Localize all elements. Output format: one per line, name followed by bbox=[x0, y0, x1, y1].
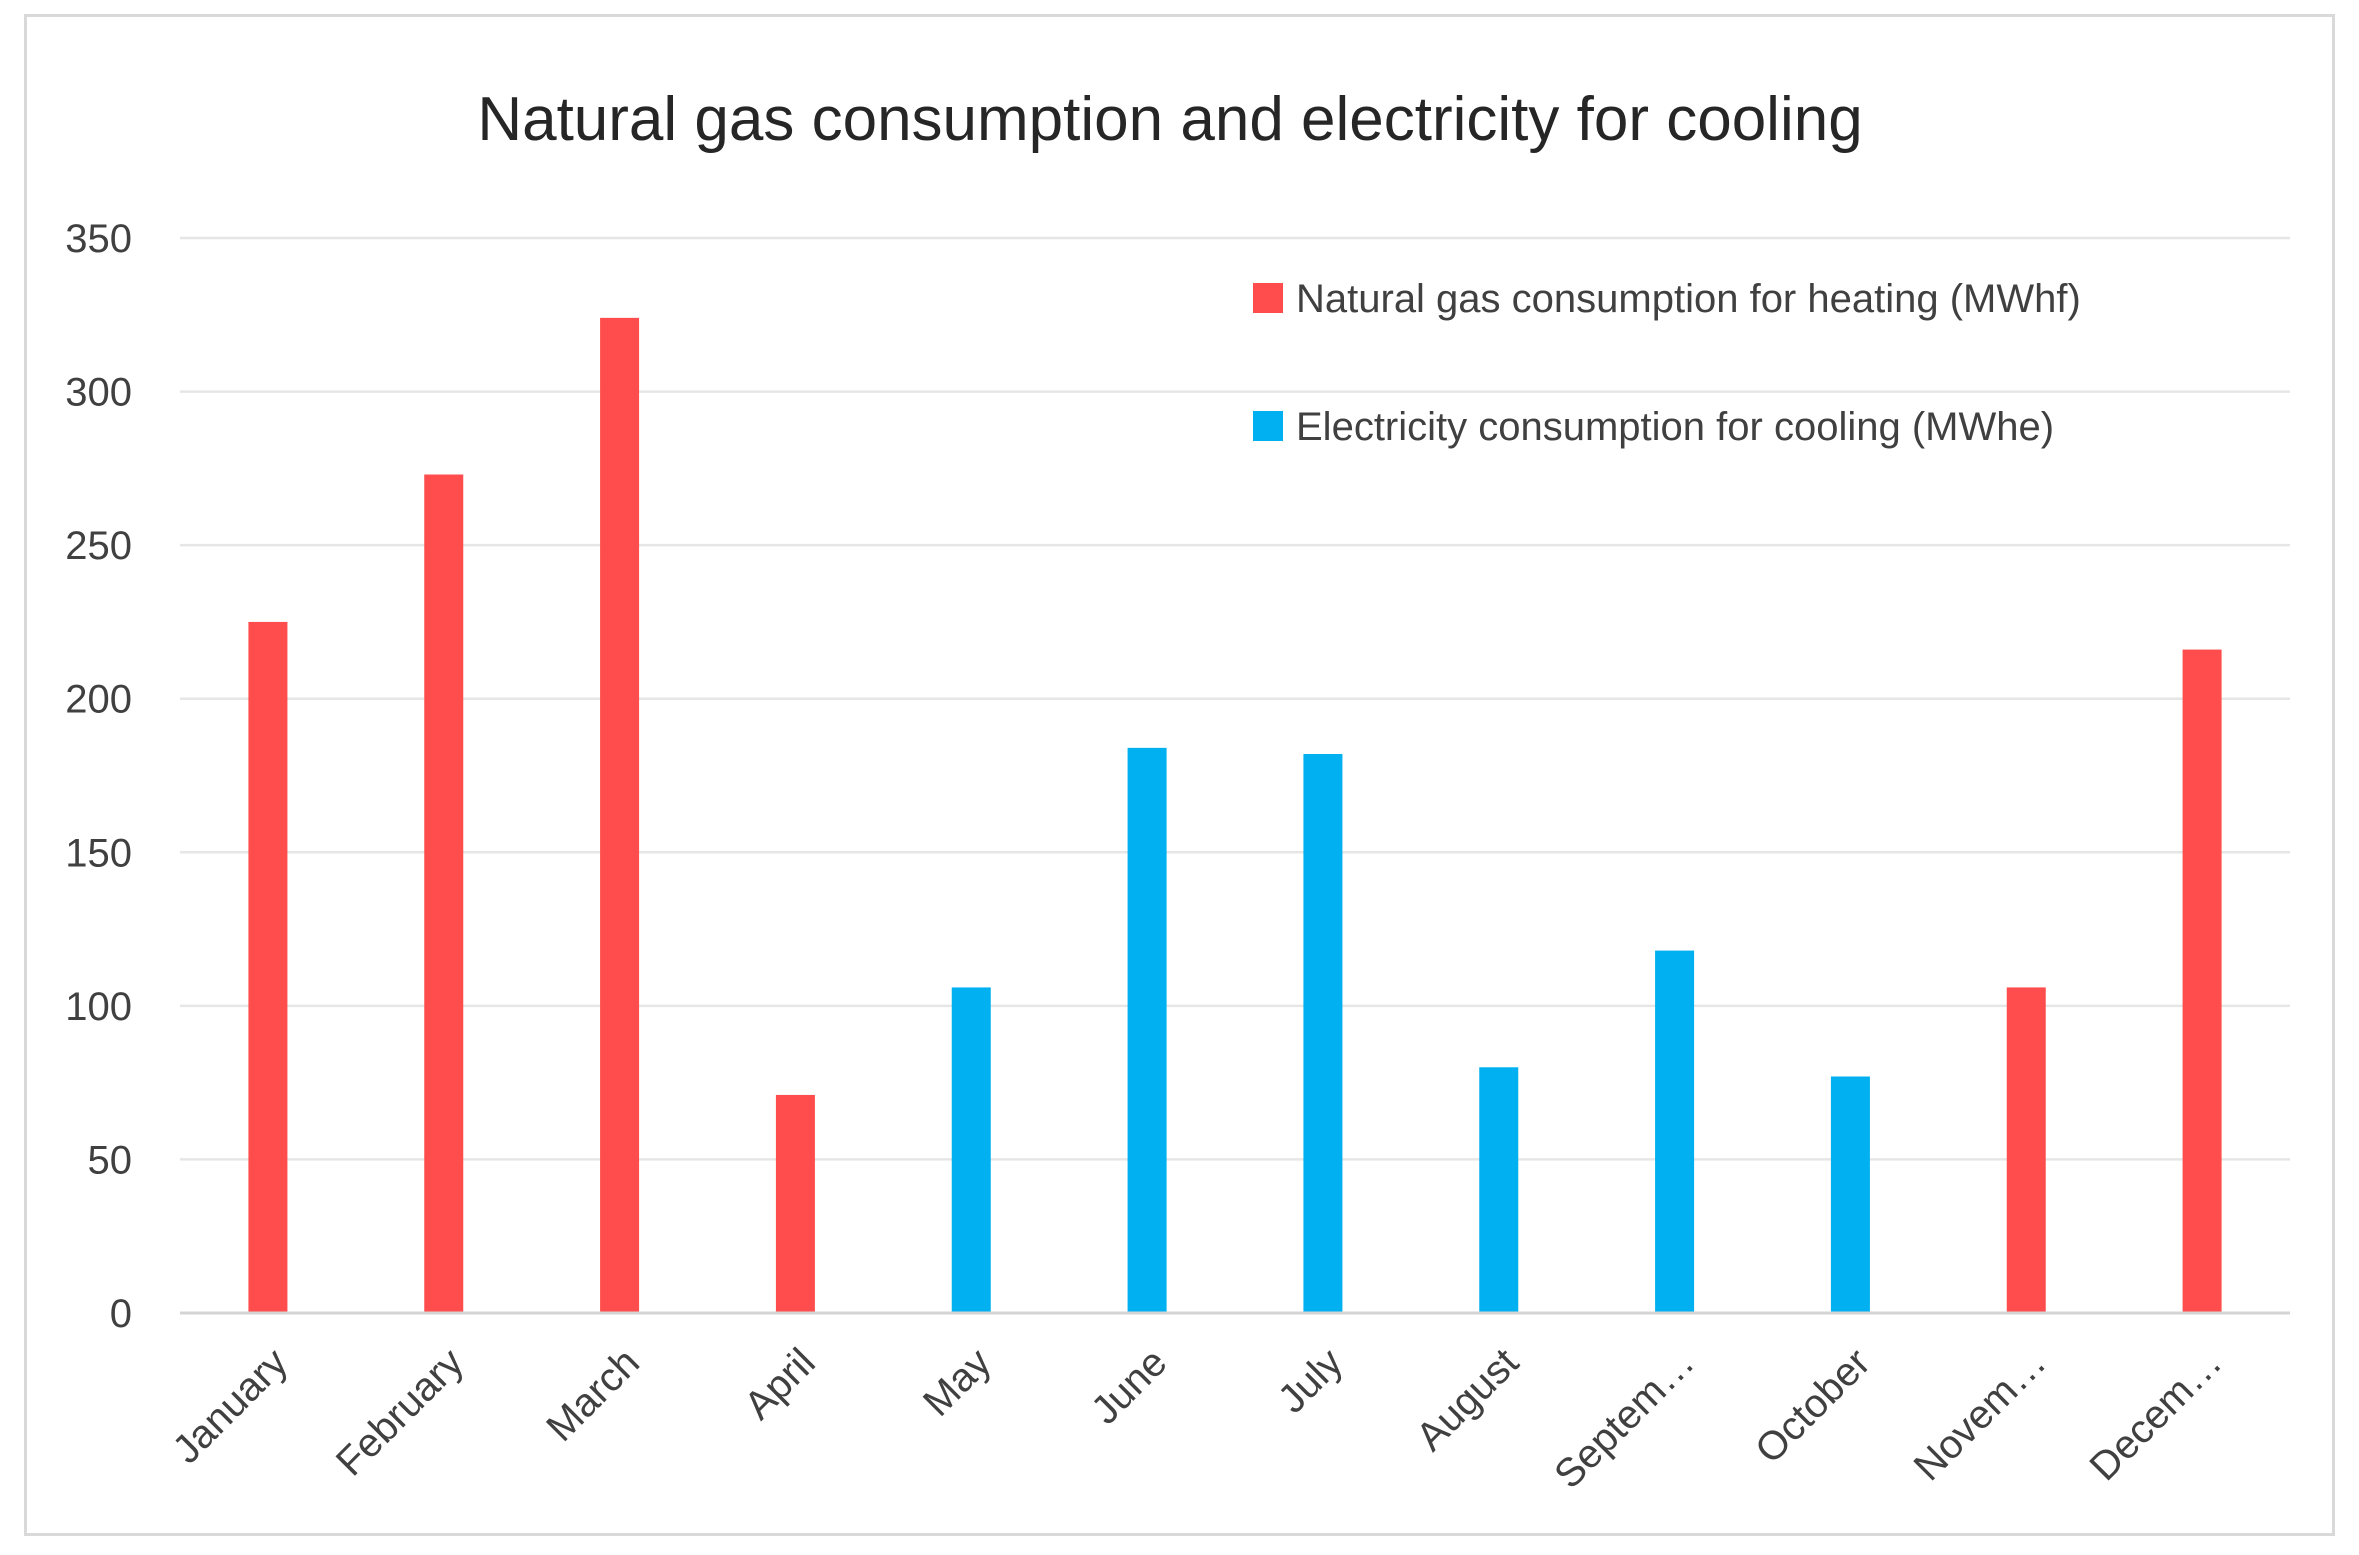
y-tick-label: 150 bbox=[65, 831, 132, 875]
y-tick-label: 100 bbox=[65, 985, 132, 1029]
x-tick-label: Novem… bbox=[1906, 1340, 2055, 1489]
chart-frame bbox=[24, 14, 2335, 1536]
legend-swatch bbox=[1253, 411, 1283, 441]
legend: Natural gas consumption for heating (MWh… bbox=[1253, 277, 2081, 449]
x-tick-label: October bbox=[1747, 1340, 1879, 1472]
bar bbox=[1127, 747, 1167, 1313]
bar bbox=[2182, 649, 2222, 1313]
bar bbox=[1303, 754, 1343, 1313]
x-tick-label: August bbox=[1408, 1340, 1527, 1459]
y-tick-label: 50 bbox=[88, 1138, 133, 1182]
bar bbox=[951, 987, 991, 1313]
bar bbox=[248, 621, 288, 1313]
legend-label: Natural gas consumption for heating (MWh… bbox=[1296, 277, 2081, 321]
x-tick-label: July bbox=[1270, 1340, 1351, 1421]
y-tick-label: 250 bbox=[65, 524, 132, 568]
chart-title: Natural gas consumption and electricity … bbox=[477, 85, 1862, 154]
bar bbox=[424, 474, 464, 1313]
x-axis-ticks: January February March April May June July Augu… bbox=[165, 1340, 2231, 1497]
x-tick-label: Septem… bbox=[1546, 1340, 1703, 1497]
bars bbox=[248, 317, 2222, 1313]
x-tick-label: April bbox=[736, 1340, 824, 1428]
y-tick-label: 350 bbox=[65, 217, 132, 261]
bar bbox=[1479, 1067, 1519, 1313]
y-tick-label: 0 bbox=[110, 1292, 132, 1336]
y-axis-ticks: 0 50 100 150 200 250 300 350 bbox=[65, 217, 132, 1336]
bar bbox=[1830, 1076, 1870, 1313]
x-tick-label: February bbox=[328, 1340, 472, 1484]
bar bbox=[2006, 987, 2046, 1313]
legend-swatch bbox=[1253, 283, 1283, 313]
bar bbox=[600, 317, 640, 1313]
x-tick-label: Decem… bbox=[2081, 1340, 2230, 1489]
y-tick-label: 300 bbox=[65, 371, 132, 415]
bar bbox=[1655, 950, 1695, 1313]
x-tick-label: June bbox=[1083, 1340, 1175, 1432]
y-tick-label: 200 bbox=[65, 678, 132, 722]
x-tick-label: March bbox=[538, 1340, 648, 1450]
x-tick-label: January bbox=[165, 1340, 297, 1472]
x-tick-label: May bbox=[915, 1340, 1000, 1425]
gridlines bbox=[180, 236, 2290, 1161]
legend-label: Electricity consumption for cooling (MWh… bbox=[1296, 405, 2054, 449]
bar bbox=[775, 1094, 815, 1313]
